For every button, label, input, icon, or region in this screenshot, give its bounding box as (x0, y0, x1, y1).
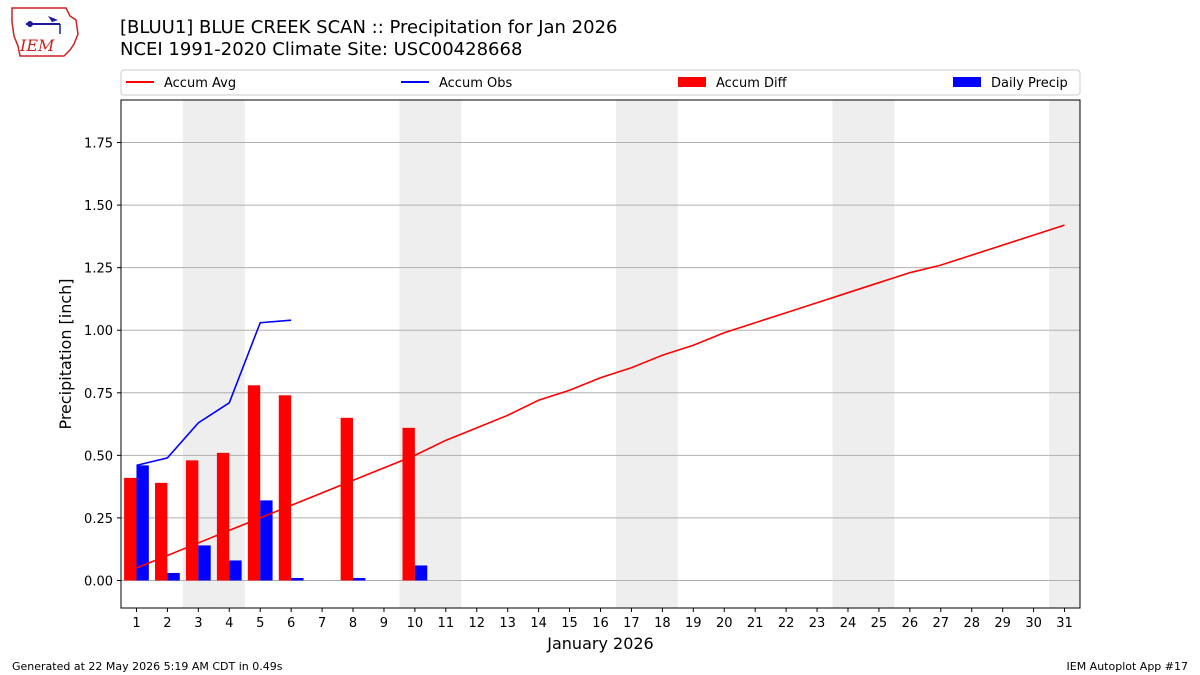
x-tick-label: 13 (499, 616, 516, 631)
x-tick-label: 20 (716, 616, 733, 631)
x-tick-label: 26 (902, 616, 919, 631)
weekend-band-25 (863, 100, 895, 608)
x-tick-label: 29 (994, 616, 1011, 631)
x-tick-label: 12 (468, 616, 485, 631)
x-tick-label: 24 (840, 616, 857, 631)
bar-accum-diff-3 (185, 460, 199, 581)
x-tick-label: 1 (132, 616, 140, 631)
bar-accum-diff-6 (278, 395, 292, 581)
y-tick-label: 1.00 (84, 324, 113, 339)
bar-accum-diff-10 (402, 427, 415, 581)
x-tick-label: 16 (592, 616, 609, 631)
y-tick-label: 1.75 (84, 137, 113, 152)
weekend-band-31 (1049, 100, 1080, 608)
weekend-band-11 (430, 100, 462, 608)
x-tick-label: 17 (623, 616, 640, 631)
legend-label-3: Daily Precip (991, 76, 1068, 91)
x-tick-label: 22 (778, 616, 795, 631)
x-tick-label: 10 (407, 616, 424, 631)
chart-subtitle: NCEI 1991-2020 Climate Site: USC00428668 (120, 39, 523, 60)
bar-accum-diff-5 (247, 385, 261, 581)
y-tick-label: 1.50 (84, 199, 113, 214)
bar-accum-diff-8 (340, 417, 354, 581)
y-tick-label: 0.75 (84, 387, 113, 402)
x-tick-label: 11 (438, 616, 455, 631)
bar-daily-precip-5 (260, 500, 273, 581)
legend-box (120, 69, 1081, 96)
bar-accum-diff-1 (124, 477, 137, 581)
x-axis-label: January 2026 (546, 634, 653, 653)
bar-daily-precip-8 (353, 577, 366, 581)
x-tick-label: 2 (163, 616, 171, 631)
line-accum-obs (136, 319, 292, 467)
bar-daily-precip-1 (136, 465, 149, 581)
legend-label-0: Accum Avg (164, 76, 236, 91)
iem-logo: IEM (11, 7, 79, 57)
weekend-band-18 (646, 100, 678, 608)
bar-accum-diff-2 (155, 482, 168, 581)
x-tick-label: 27 (933, 616, 950, 631)
y-axis-label: Precipitation [inch] (56, 278, 75, 429)
x-tick-label: 23 (809, 616, 826, 631)
chart-title: [BLUU1] BLUE CREEK SCAN :: Precipitation… (120, 17, 618, 38)
legend-label-1: Accum Obs (439, 76, 512, 91)
bar-daily-precip-4 (229, 560, 242, 581)
line-accum-avg (136, 224, 1065, 569)
x-tick-label: 19 (685, 616, 702, 631)
weekend-band-17 (615, 100, 647, 608)
logo-text: IEM (19, 36, 55, 55)
x-tick-label: 25 (871, 616, 888, 631)
generated-note: Generated at 22 May 2026 5:19 AM CDT in … (12, 660, 283, 673)
bar-accum-diff-4 (216, 452, 230, 581)
y-tick-label: 0.50 (84, 449, 113, 464)
x-tick-label: 5 (256, 616, 264, 631)
legend-label-2: Accum Diff (716, 76, 788, 91)
plot-frame (120, 99, 1081, 609)
x-tick-label: 7 (318, 616, 326, 631)
x-tick-label: 18 (654, 616, 671, 631)
app-label: IEM Autoplot App #17 (1066, 660, 1189, 673)
y-tick-label: 0.00 (84, 574, 113, 589)
x-tick-label: 14 (530, 616, 547, 631)
x-tick-label: 28 (963, 616, 980, 631)
x-tick-label: 9 (380, 616, 388, 631)
y-tick-label: 1.25 (84, 262, 113, 277)
legend-swatch-3 (953, 77, 981, 87)
y-tick-label: 0.25 (84, 512, 113, 527)
x-tick-label: 6 (287, 616, 295, 631)
x-tick-label: 31 (1056, 616, 1073, 631)
bar-daily-precip-2 (167, 572, 180, 581)
x-tick-label: 8 (349, 616, 357, 631)
bar-daily-precip-10 (414, 565, 428, 581)
legend-swatch-2 (678, 77, 706, 87)
weekend-band-24 (832, 100, 864, 608)
bar-daily-precip-6 (291, 577, 304, 581)
x-tick-label: 30 (1025, 616, 1042, 631)
x-tick-label: 3 (194, 616, 202, 631)
x-tick-label: 15 (561, 616, 578, 631)
bar-daily-precip-3 (198, 545, 211, 581)
x-tick-label: 4 (225, 616, 233, 631)
x-tick-label: 21 (747, 616, 764, 631)
